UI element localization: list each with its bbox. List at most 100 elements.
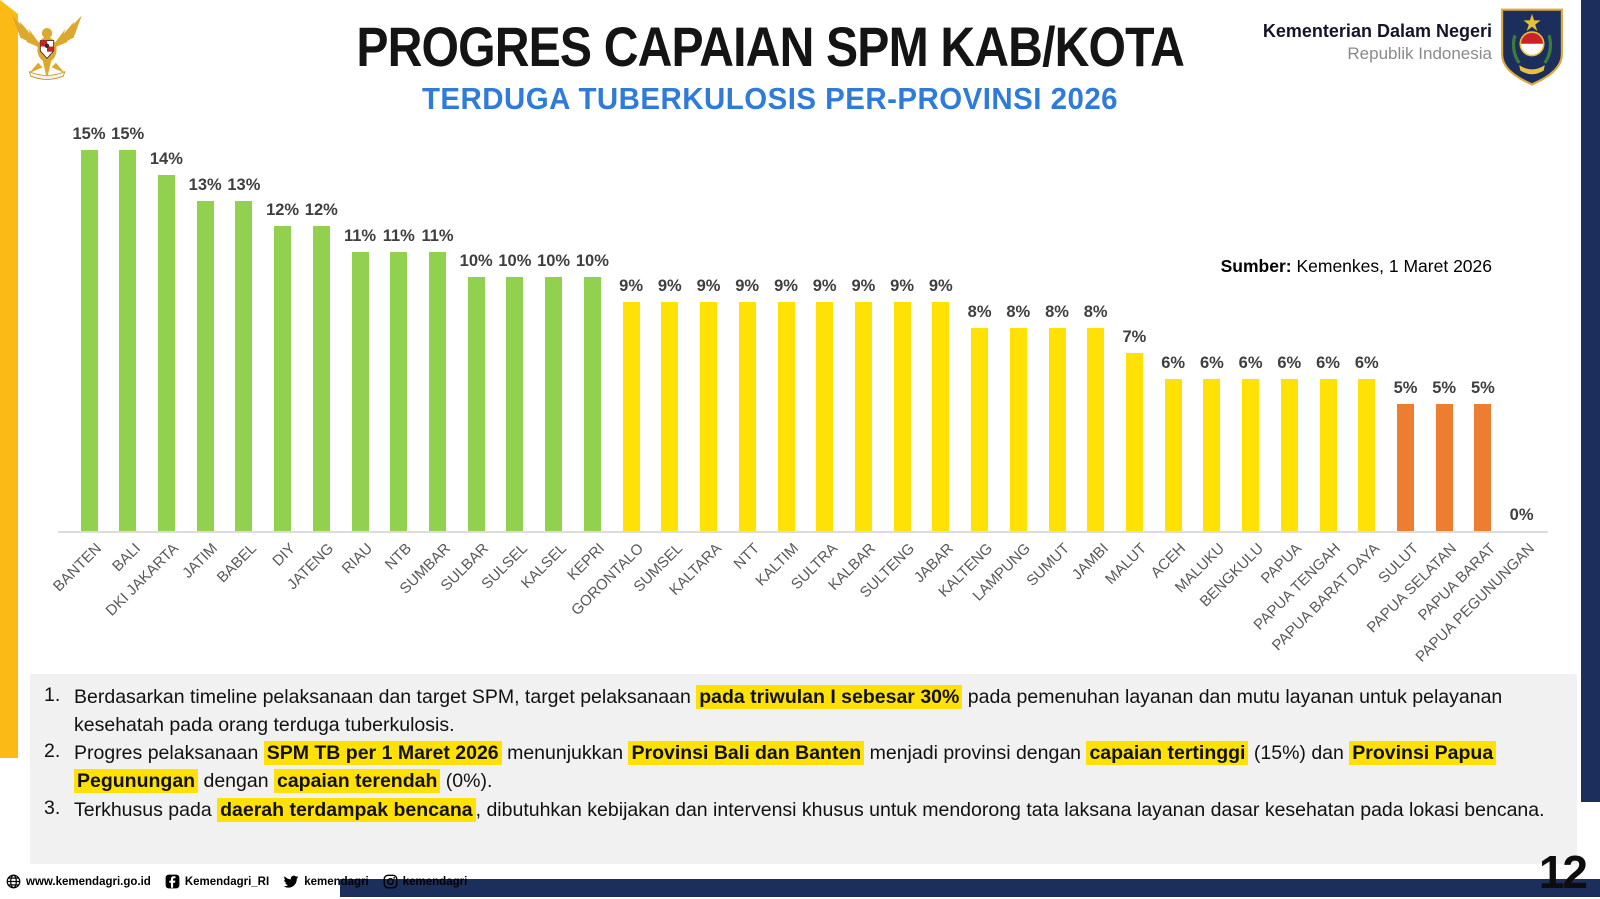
instagram-icon <box>383 874 398 889</box>
kemendagri-logo <box>1501 8 1563 86</box>
bar-value-label: 14% <box>149 150 183 168</box>
footer: www.kemendagri.go.id Kemendagri_RI kemen… <box>0 870 1600 897</box>
note-segment: menunjukkan <box>501 742 629 765</box>
chart-bar <box>312 226 330 531</box>
bar-value-label: 9% <box>735 277 760 295</box>
chart-bar <box>583 277 601 531</box>
instagram-label: kemendagri <box>402 875 468 888</box>
bar-value-label: 12% <box>304 201 338 219</box>
note-segment: pada pemenuhan layanan dan mutu layanan … <box>74 686 1503 736</box>
facebook-item: Kemendagri_RI <box>165 874 269 889</box>
bar-value-label: 9% <box>774 277 798 295</box>
note-segment: Terkhusus pada <box>74 798 218 821</box>
facebook-icon <box>165 874 180 889</box>
note-text: Berdasarkan timeline pelaksanaan dan tar… <box>74 684 1559 739</box>
bar-value-label: 8% <box>1006 303 1031 321</box>
bar-value-label: 9% <box>619 277 644 295</box>
note-item: 2. Progres pelaksanaan SPM TB per 1 Maret… <box>44 740 1559 795</box>
chart-bar <box>157 175 175 531</box>
chart-bar <box>119 150 137 531</box>
chart-bar <box>971 328 989 531</box>
bar-value-label: 6% <box>1161 354 1186 372</box>
note-number: 3. <box>44 796 61 819</box>
chart-bar <box>545 277 563 531</box>
navy-bottom-bar <box>340 879 1600 897</box>
ministry-block: Kementerian Dalam Negeri Republik Indone… <box>1263 20 1492 64</box>
note-number: 2. <box>44 740 61 763</box>
source-label: Sumber: <box>1220 256 1292 276</box>
source-note: Sumber: Kemenkes, 1 Maret 2026 <box>1050 256 1492 277</box>
note-highlight: capaian tertinggi <box>1086 741 1249 766</box>
bar-value-label: 15% <box>72 125 106 143</box>
header: PROGRES CAPAIAN SPM KAB/KOTA TERDUGA TUB… <box>0 0 1600 130</box>
chart-bar <box>1280 379 1298 531</box>
note-segment: , dibutuhkan kebijakan dan intervensi kh… <box>475 798 1545 821</box>
chart-bar <box>1397 404 1414 531</box>
x-axis-line <box>58 531 1548 533</box>
chart-bar <box>622 302 640 531</box>
facebook-label: Kemendagri_RI <box>184 875 270 888</box>
chart-bar <box>274 226 292 531</box>
bar-value-label: 13% <box>188 176 222 194</box>
gold-left-band <box>0 0 18 758</box>
bar-value-label: 9% <box>696 277 721 295</box>
chart-bar <box>390 252 408 531</box>
bar-value-label: 5% <box>1432 379 1457 397</box>
notes-box: 1. Berdasarkan timeline pelaksanaan dan t… <box>30 674 1577 864</box>
chart-bar <box>932 302 950 531</box>
social-row: www.kemendagri.go.id Kemendagri_RI kemen… <box>6 874 467 889</box>
bar-value-label: 8% <box>1083 303 1108 321</box>
chart-bar <box>1048 328 1066 531</box>
bar-value-label: 6% <box>1354 354 1379 372</box>
chart-bar <box>351 252 369 531</box>
chart-bar <box>661 302 679 531</box>
garuda-pancasila-logo <box>12 15 82 80</box>
chart-bar <box>1242 379 1260 531</box>
chart-bar <box>1358 379 1376 531</box>
page-number: 12 <box>1538 846 1588 898</box>
bar-value-label: 11% <box>343 227 377 245</box>
chart-bar <box>1435 404 1453 531</box>
chart-bar <box>235 201 253 531</box>
globe-icon <box>6 874 21 889</box>
bar-value-label: 6% <box>1316 354 1340 372</box>
note-segment: dengan <box>198 770 274 793</box>
bar-value-label: 9% <box>812 277 837 295</box>
note-highlight: Provinsi Bali dan Banten <box>628 741 865 766</box>
bar-value-label: 9% <box>657 277 682 295</box>
chart-bar <box>1164 379 1182 531</box>
bar-value-label: 15% <box>111 125 145 143</box>
website-item: www.kemendagri.go.id <box>6 874 151 889</box>
bar-value-label: 9% <box>928 277 953 295</box>
chart-bar <box>854 302 872 531</box>
twitter-item: kemendagri <box>283 875 369 889</box>
notes-list: 1. Berdasarkan timeline pelaksanaan dan t… <box>44 684 1559 824</box>
chart-bar <box>893 302 911 531</box>
note-segment: (15%) dan <box>1248 742 1350 765</box>
chart-bar <box>816 302 834 531</box>
note-segment: (0%). <box>440 770 493 793</box>
chart-bar <box>700 302 717 531</box>
bar-value-label: 13% <box>227 176 261 194</box>
note-item: 3. Terkhusus pada daerah terdampak bencan… <box>44 797 1559 825</box>
note-number: 1. <box>44 684 61 706</box>
bar-value-label: 0% <box>1509 506 1534 524</box>
note-highlight: SPM TB per 1 Maret 2026 <box>263 741 502 766</box>
bar-value-label: 6% <box>1199 354 1224 372</box>
bar-value-label: 10% <box>498 252 532 270</box>
chart-bar <box>1319 379 1337 531</box>
twitter-icon <box>283 875 299 889</box>
chart-bar <box>1203 379 1221 531</box>
ministry-subtitle: Republik Indonesia <box>1347 43 1492 63</box>
chart-bar <box>80 150 98 531</box>
ministry-name: Kementerian Dalam Negeri <box>1262 21 1492 41</box>
chart-bar <box>429 252 446 531</box>
source-text: Kemenkes, 1 Maret 2026 <box>1291 256 1492 276</box>
note-text: Terkhusus pada daerah terdampak bencana,… <box>74 797 1559 825</box>
page-title: PROGRES CAPAIAN SPM KAB/KOTA <box>356 15 1185 78</box>
chart-bar <box>506 277 524 531</box>
chart-bar <box>777 302 795 531</box>
chart-bar <box>1125 353 1143 531</box>
bar-value-label: 5% <box>1393 379 1418 397</box>
bar-chart: Sumber: Kemenkes, 1 Maret 2026 15% BANTEN… <box>0 118 1600 666</box>
